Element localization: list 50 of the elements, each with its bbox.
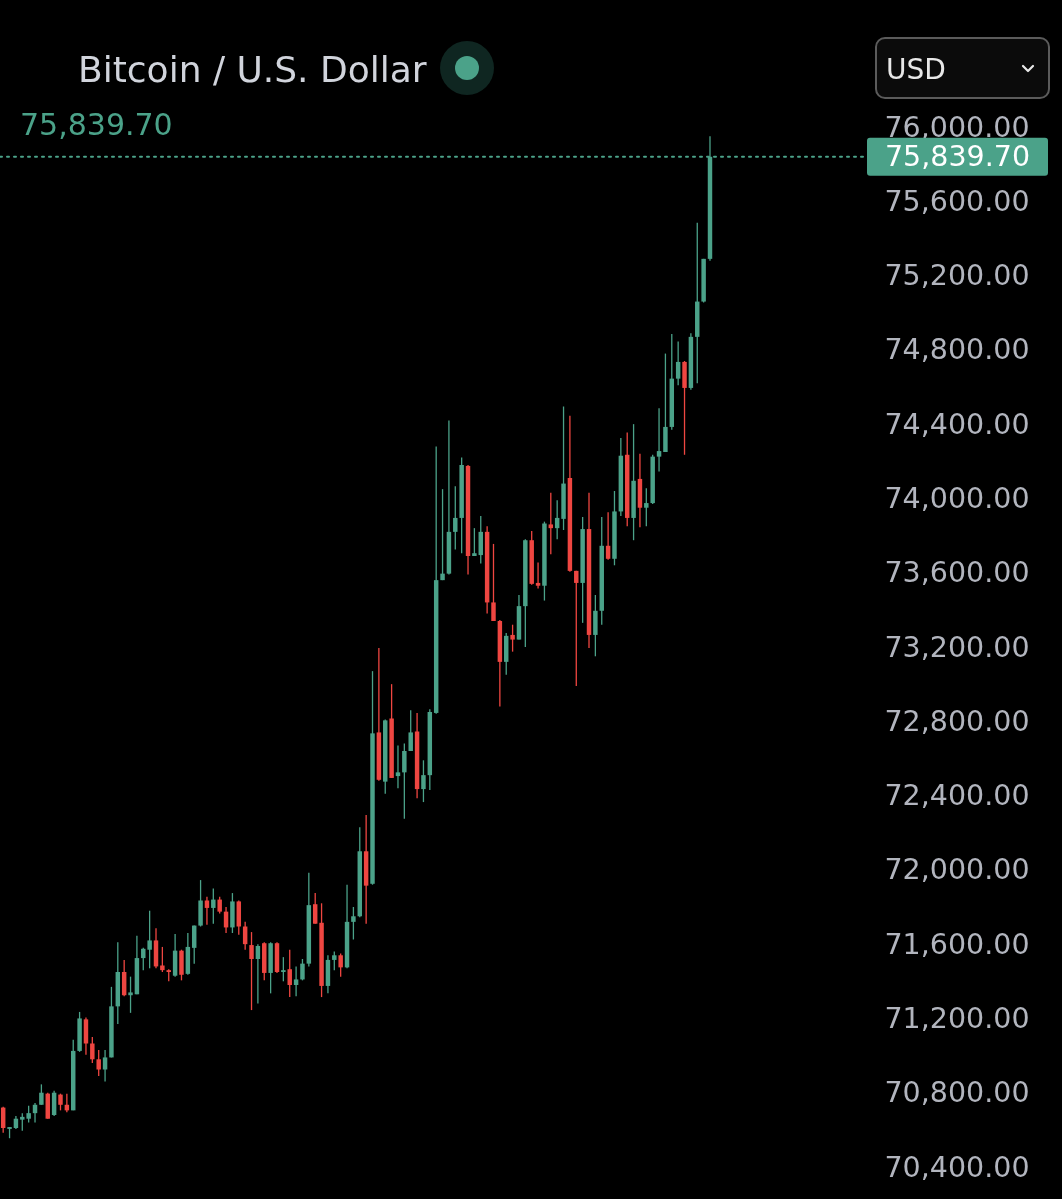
y-tick-label: 73,200.00	[884, 630, 1030, 664]
candlestick	[574, 570, 579, 687]
y-tick-label: 73,600.00	[884, 556, 1030, 590]
y-tick-label: 70,800.00	[884, 1076, 1030, 1110]
candlestick	[408, 709, 413, 752]
y-tick-label: 72,800.00	[884, 704, 1030, 738]
candlestick	[300, 958, 305, 982]
candlestick	[535, 561, 541, 590]
candlestick	[160, 946, 165, 973]
chart-title: Bitcoin / U.S. Dollar	[78, 49, 427, 90]
y-tick-label: 70,400.00	[884, 1150, 1030, 1184]
candlestick	[287, 949, 292, 998]
candlestick	[338, 952, 343, 978]
chart-subtitle: 75,839.70	[20, 107, 173, 142]
candlestick	[605, 511, 611, 561]
candlestick	[128, 975, 133, 1014]
y-tick-label: 74,800.00	[884, 333, 1030, 367]
y-tick-label: 75,200.00	[884, 259, 1030, 293]
dropdown: USD	[875, 37, 1050, 99]
y-tick-label: 71,200.00	[884, 1001, 1030, 1035]
candlestick	[656, 407, 662, 473]
candlestick	[102, 1049, 108, 1083]
candlestick	[510, 624, 515, 653]
y-tick-label: 75,600.00	[884, 184, 1030, 218]
candlestick	[644, 487, 649, 527]
candlestick	[548, 492, 554, 555]
candlestick	[351, 906, 356, 941]
candlestick	[421, 759, 426, 803]
candlestick	[491, 543, 496, 622]
candlestick	[211, 887, 216, 925]
candlestick	[96, 1049, 101, 1077]
candlestick	[395, 744, 401, 789]
y-tick-label: 71,600.00	[884, 927, 1030, 961]
candlestick	[440, 488, 445, 581]
candlestick	[39, 1083, 44, 1106]
y-tick-label: 74,000.00	[884, 481, 1030, 515]
candlestick	[255, 943, 261, 1005]
candlestick	[312, 892, 318, 925]
y-tick-label: 74,400.00	[884, 407, 1030, 441]
candlestick	[332, 950, 337, 971]
candlestick	[675, 340, 681, 386]
candlestick	[402, 742, 407, 820]
candlestick	[90, 1036, 95, 1064]
candlestick	[293, 965, 299, 997]
candlestick	[453, 485, 458, 551]
candlestick	[281, 956, 286, 982]
y-tick-label: 72,400.00	[884, 779, 1030, 813]
y-tick-label: 72,000.00	[884, 853, 1030, 887]
candlestick	[472, 527, 477, 557]
candlestick	[249, 931, 254, 1011]
